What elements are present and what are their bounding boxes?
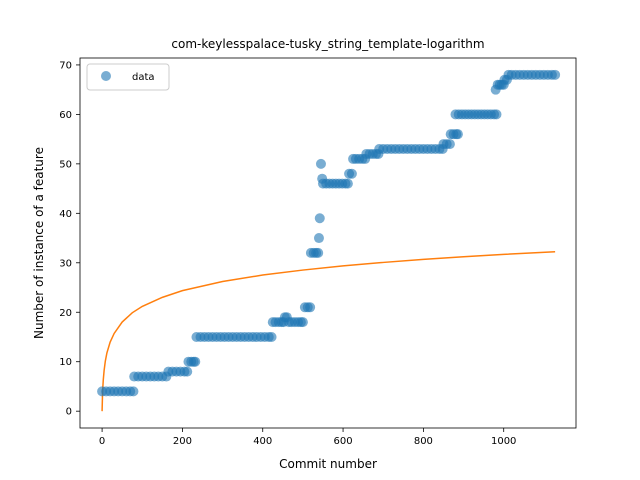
- legend-label-data: data: [132, 72, 155, 83]
- y-tick-label: 20: [59, 308, 72, 319]
- data-point: [444, 139, 455, 150]
- data-point: [266, 331, 277, 342]
- legend-box: [86, 63, 170, 91]
- data-point: [297, 317, 308, 328]
- x-tick-label: 400: [253, 436, 272, 447]
- data-point: [313, 247, 324, 258]
- y-tick-label: 0: [66, 407, 72, 418]
- y-tick-label: 60: [59, 110, 72, 121]
- x-axis: 0 200 400 600 800 1000: [99, 428, 516, 447]
- data-point: [491, 109, 502, 120]
- legend-marker-data: [101, 71, 111, 81]
- data-point: [190, 356, 201, 367]
- y-tick-label: 30: [59, 258, 72, 269]
- fit-line: [101, 250, 556, 412]
- y-tick-label: 70: [59, 60, 72, 71]
- legend: data: [86, 63, 170, 91]
- y-tick-label: 50: [59, 159, 72, 170]
- fit-layer: [101, 250, 556, 412]
- x-tick-label: 0: [99, 436, 105, 447]
- data-point: [313, 233, 324, 244]
- x-tick-label: 1000: [491, 436, 516, 447]
- x-tick-label: 800: [414, 436, 433, 447]
- data-point: [452, 129, 463, 140]
- data-point: [550, 69, 561, 80]
- data-point: [315, 158, 326, 169]
- data-point: [182, 366, 193, 377]
- axes-frame: [79, 57, 577, 429]
- x-tick-label: 600: [334, 436, 353, 447]
- x-axis-label: Commit number: [279, 457, 377, 471]
- data-point: [314, 213, 325, 224]
- y-tick-label: 40: [59, 209, 72, 220]
- y-tick-label: 10: [59, 357, 72, 368]
- data-point: [346, 168, 357, 179]
- points-layer: [97, 69, 561, 397]
- chart-title: com-keylesspalace-tusky_string_template-…: [171, 37, 484, 51]
- y-axis-label: Number of instance of a feature: [32, 147, 46, 339]
- data-point: [128, 386, 139, 397]
- y-axis: 0 10 20 30 40 50 60 70: [59, 60, 80, 418]
- data-point: [305, 302, 316, 313]
- data-point: [342, 178, 353, 189]
- plot-area: [80, 58, 576, 428]
- x-tick-label: 200: [173, 436, 192, 447]
